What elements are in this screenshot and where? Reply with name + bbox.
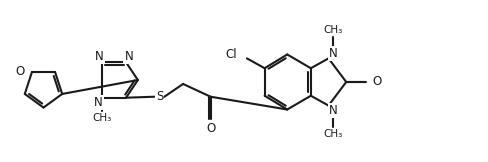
Text: CH₃: CH₃ xyxy=(324,25,343,35)
Text: N: N xyxy=(329,47,338,60)
Text: N: N xyxy=(95,50,104,63)
Text: CH₃: CH₃ xyxy=(93,113,112,123)
Text: CH₃: CH₃ xyxy=(324,129,343,139)
Text: O: O xyxy=(373,75,382,88)
Text: N: N xyxy=(94,96,103,109)
Text: O: O xyxy=(206,122,215,135)
Text: Cl: Cl xyxy=(225,48,237,61)
Text: N: N xyxy=(329,104,338,117)
Text: S: S xyxy=(156,90,163,103)
Text: O: O xyxy=(16,65,25,78)
Text: N: N xyxy=(124,50,133,63)
